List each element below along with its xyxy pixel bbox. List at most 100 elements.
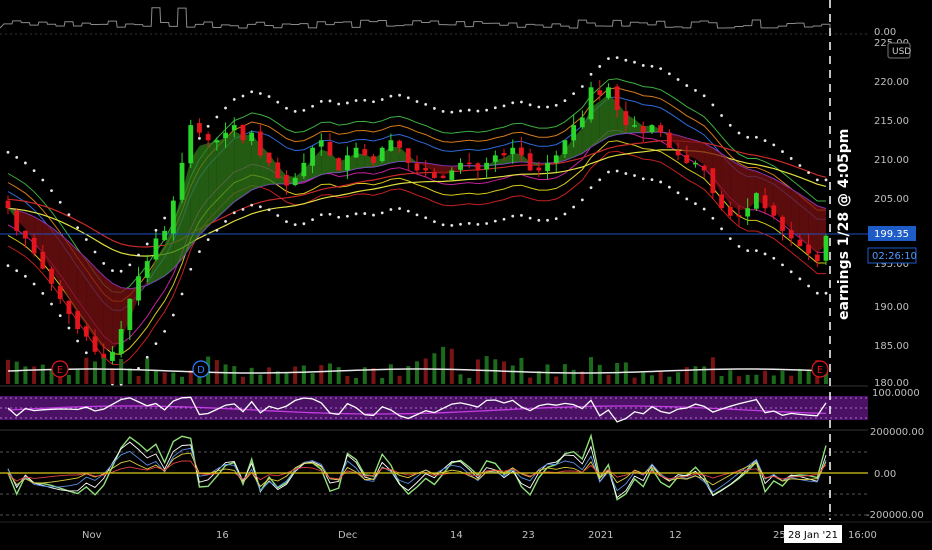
band-fill-segment — [86, 258, 96, 339]
svg-text:E: E — [817, 365, 823, 376]
candle-body — [492, 155, 498, 162]
band-fill-segment — [164, 222, 174, 276]
time-axis[interactable]: Nov 16 Dec 14 23 2021 12 25 28 Jan '21 1… — [0, 521, 932, 543]
band-fill-segment — [103, 276, 113, 351]
candle-body — [701, 165, 707, 171]
volume-bar — [362, 367, 367, 384]
lower-envelope-dot — [41, 291, 45, 295]
volume-bar — [449, 348, 454, 384]
volume-bar — [388, 364, 393, 384]
lower-envelope-dot — [607, 170, 610, 174]
candle-body — [388, 140, 394, 151]
upper-envelope-dot — [406, 96, 410, 100]
band-fills — [8, 94, 826, 351]
band-fill-segment — [791, 189, 800, 238]
lower-envelope-dot — [537, 218, 541, 222]
upper-envelope-dot — [93, 250, 97, 254]
volume-bar — [93, 361, 98, 384]
candle-body — [92, 336, 98, 352]
candle-body — [205, 134, 211, 141]
upper-envelope-dot — [102, 262, 106, 265]
upper-envelope-dot — [319, 99, 323, 103]
lower-envelope-dot — [807, 284, 810, 288]
volume-bar — [136, 376, 141, 384]
candle-body — [170, 200, 176, 234]
upper-envelope-dot — [685, 84, 689, 87]
volume-bar — [519, 357, 524, 384]
upper-envelope-dot — [337, 102, 341, 106]
volume-bar — [110, 368, 115, 384]
upper-envelope-dot — [389, 94, 393, 98]
upper-envelope-dot — [398, 93, 401, 97]
band-fill-segment — [617, 102, 626, 135]
volume-bar — [301, 365, 306, 384]
volume-bar — [615, 363, 620, 384]
candle-body — [371, 156, 376, 163]
upper-envelope-dot — [15, 155, 19, 159]
upper-envelope-dot — [285, 106, 288, 110]
lower-envelope-dot — [589, 186, 593, 190]
lower-envelope-dot — [781, 263, 784, 267]
lower-envelope-dot — [232, 211, 236, 215]
candle-body — [788, 230, 794, 239]
upper-envelope-dot — [198, 136, 201, 140]
price-axis-top-label: 0.00 — [874, 27, 896, 38]
volume-bar — [406, 366, 411, 384]
volume-bar — [806, 371, 811, 384]
upper-envelope-dot — [728, 123, 732, 127]
event-marker-dividend[interactable]: D — [192, 360, 210, 378]
volume-bar — [649, 375, 654, 384]
candle-body — [823, 235, 829, 261]
oscillator-axis[interactable]: 100.0000 200000.00 0.00 -200000.00 — [866, 388, 924, 521]
volume-bar — [702, 366, 707, 384]
volume-bar — [240, 376, 245, 384]
candle-body — [75, 311, 81, 330]
volume-bar — [84, 357, 89, 384]
candle-body — [588, 87, 594, 120]
volume-bar — [101, 357, 106, 384]
candle-body — [562, 140, 568, 154]
candle-body — [57, 285, 63, 299]
lower-envelope-dot — [659, 180, 663, 184]
candle-body — [527, 153, 533, 171]
band-fill-segment — [190, 145, 200, 246]
volume-bar — [267, 367, 272, 384]
upper-envelope-dot — [58, 200, 62, 204]
upper-envelope-dot — [424, 103, 428, 106]
lower-envelope-dot — [580, 198, 584, 202]
band-fill-segment — [799, 194, 809, 246]
volume-bar — [510, 365, 515, 384]
band-fill-segment — [321, 149, 330, 175]
candle-body — [466, 162, 472, 165]
candle-body — [762, 195, 768, 209]
volume-bar — [754, 374, 759, 384]
volume-bar — [423, 358, 428, 384]
event-marker-earnings-2[interactable]: E — [811, 360, 829, 378]
lower-envelope-dot — [815, 291, 819, 295]
currency-badge[interactable] — [887, 42, 911, 59]
volume-bar — [6, 359, 10, 384]
price-axis[interactable]: 0.00 225.00 220.00 215.00 210.00 205.00 … — [867, 27, 917, 389]
band-fill-segment — [216, 137, 226, 218]
time-tick: 2021 — [588, 530, 613, 541]
earnings-annotation: earnings 1/28 @ 4:05pm — [836, 129, 852, 320]
upper-envelope-dot — [815, 178, 819, 182]
volume-bar — [293, 366, 298, 384]
volume-bar — [797, 368, 802, 384]
lower-envelope-dot — [493, 219, 497, 223]
price-tick: 220.00 — [874, 77, 909, 88]
candle-body — [719, 194, 724, 209]
lower-envelope-dot — [163, 329, 167, 333]
candle-body — [101, 353, 107, 360]
upper-envelope-dot — [694, 88, 697, 92]
upper-envelope-dot — [415, 100, 419, 103]
lower-envelope-dot — [728, 237, 732, 241]
event-marker-earnings-1[interactable]: E — [51, 360, 69, 378]
candle-body — [249, 132, 255, 142]
candle-body — [666, 132, 672, 148]
volume-bar — [258, 374, 263, 384]
band-fill-segment — [530, 162, 539, 167]
volume-bar — [284, 372, 289, 384]
oscillator-line-2 — [7, 447, 827, 493]
